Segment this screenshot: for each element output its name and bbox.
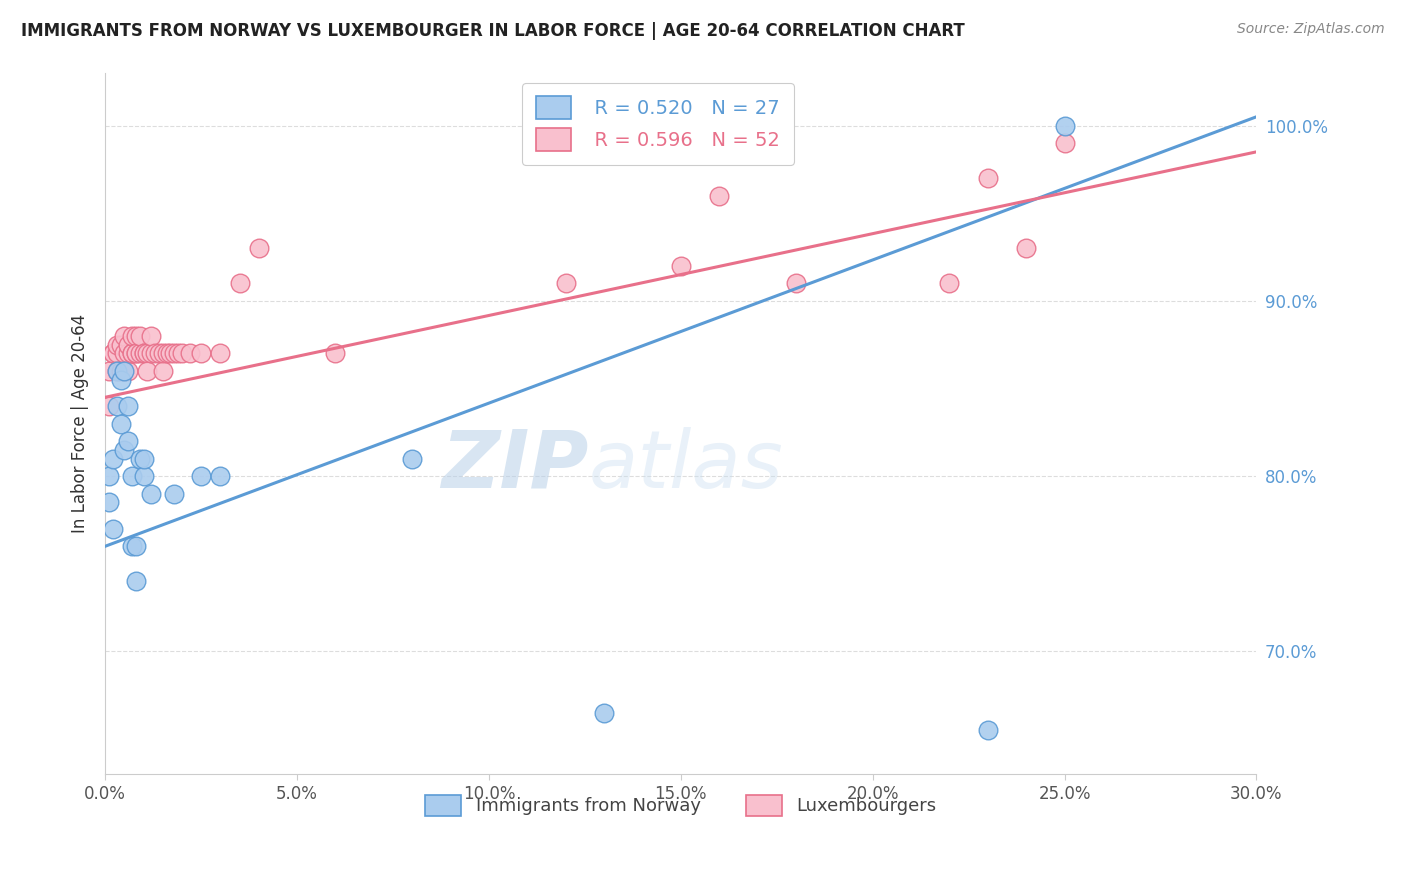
Point <box>170 346 193 360</box>
Point <box>105 364 128 378</box>
Point <box>132 469 155 483</box>
Point <box>163 346 186 360</box>
Point <box>121 346 143 360</box>
Point <box>1015 241 1038 255</box>
Point <box>110 364 132 378</box>
Point <box>247 241 270 255</box>
Point <box>669 259 692 273</box>
Point <box>785 277 807 291</box>
Point <box>159 346 181 360</box>
Point <box>136 346 159 360</box>
Point <box>141 486 163 500</box>
Point <box>110 417 132 431</box>
Point <box>98 399 121 413</box>
Point <box>101 522 124 536</box>
Point <box>143 346 166 360</box>
Point <box>136 364 159 378</box>
Point <box>152 364 174 378</box>
Point <box>125 539 148 553</box>
Point <box>117 399 139 413</box>
Point <box>148 346 170 360</box>
Y-axis label: In Labor Force | Age 20-64: In Labor Force | Age 20-64 <box>72 314 89 533</box>
Point <box>128 346 150 360</box>
Point <box>121 469 143 483</box>
Point <box>110 373 132 387</box>
Point <box>141 346 163 360</box>
Point <box>128 451 150 466</box>
Point <box>101 346 124 360</box>
Point <box>117 346 139 360</box>
Point <box>977 723 1000 738</box>
Point <box>98 364 121 378</box>
Point <box>155 346 177 360</box>
Point <box>98 495 121 509</box>
Point <box>121 539 143 553</box>
Point <box>163 486 186 500</box>
Point <box>167 346 190 360</box>
Point <box>209 346 232 360</box>
Point <box>709 188 731 202</box>
Point <box>112 442 135 457</box>
Text: IMMIGRANTS FROM NORWAY VS LUXEMBOURGER IN LABOR FORCE | AGE 20-64 CORRELATION CH: IMMIGRANTS FROM NORWAY VS LUXEMBOURGER I… <box>21 22 965 40</box>
Point <box>938 277 960 291</box>
Point <box>593 706 616 720</box>
Point <box>228 277 250 291</box>
Point <box>190 469 212 483</box>
Point <box>98 469 121 483</box>
Point <box>101 451 124 466</box>
Point <box>179 346 201 360</box>
Point <box>125 346 148 360</box>
Point <box>112 346 135 360</box>
Text: ZIP: ZIP <box>441 426 589 505</box>
Point <box>125 574 148 589</box>
Point <box>152 346 174 360</box>
Point <box>325 346 347 360</box>
Text: atlas: atlas <box>589 426 783 505</box>
Point <box>977 171 1000 186</box>
Point <box>117 337 139 351</box>
Point <box>117 434 139 448</box>
Point <box>128 329 150 343</box>
Point <box>121 329 143 343</box>
Point <box>125 346 148 360</box>
Point <box>121 346 143 360</box>
Point <box>401 451 423 466</box>
Text: Source: ZipAtlas.com: Source: ZipAtlas.com <box>1237 22 1385 37</box>
Point <box>1053 136 1076 150</box>
Point <box>110 337 132 351</box>
Point <box>117 364 139 378</box>
Point <box>132 451 155 466</box>
Point <box>105 346 128 360</box>
Legend: Immigrants from Norway, Luxembourgers: Immigrants from Norway, Luxembourgers <box>416 786 945 825</box>
Point <box>554 277 576 291</box>
Point <box>209 469 232 483</box>
Point <box>112 329 135 343</box>
Point <box>112 364 135 378</box>
Point <box>105 364 128 378</box>
Point <box>112 364 135 378</box>
Point <box>125 329 148 343</box>
Point <box>132 346 155 360</box>
Point <box>1053 119 1076 133</box>
Point <box>132 346 155 360</box>
Point <box>101 346 124 360</box>
Point <box>190 346 212 360</box>
Point <box>141 329 163 343</box>
Point <box>105 337 128 351</box>
Point <box>105 399 128 413</box>
